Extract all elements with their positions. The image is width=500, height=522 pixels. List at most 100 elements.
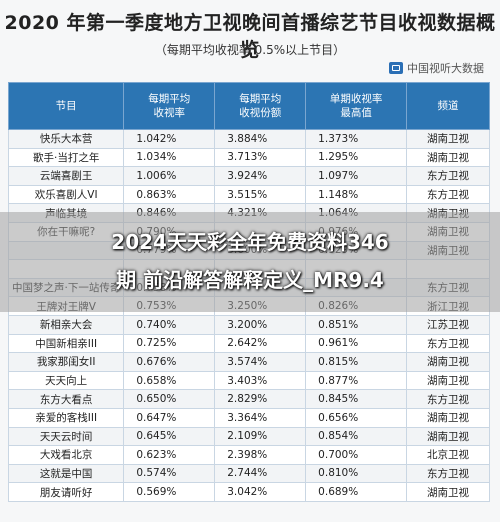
header-avg-share: 每期平均收视份额 (214, 82, 307, 130)
page-title: 2020 年第一季度地方卫视晚间首播综艺节目收视数据概览 (4, 12, 496, 61)
cell-program: 东方大看点 (7, 389, 125, 409)
cell-program: 这就是中国 (7, 463, 125, 484)
table-row: 中国新相亲III 0.725% 2.642% 0.961% 东方卫视 (7, 333, 491, 354)
cell-avg-share: 2.642% (214, 333, 307, 354)
cell-avg-share: 3.574% (214, 352, 307, 372)
cell-max-rating: 1.295% (305, 147, 407, 168)
cell-max-rating: 0.656% (305, 407, 407, 428)
cell-program: 大戏看北京 (7, 445, 125, 465)
cell-channel: 东方卫视 (405, 184, 491, 205)
overlay-line-2: 期 前沿解答解释定义_MR9.4 (116, 268, 384, 292)
cell-avg-rating: 1.034% (123, 147, 216, 168)
cell-channel: 东方卫视 (405, 389, 491, 409)
cell-max-rating: 0.689% (305, 482, 407, 502)
cell-avg-share: 2.109% (214, 426, 307, 447)
cell-avg-rating: 0.676% (123, 352, 216, 372)
table-row: 歌手·当打之年 1.034% 3.713% 1.295% 湖南卫视 (7, 147, 491, 168)
cell-channel: 东方卫视 (405, 333, 491, 354)
cell-program: 歌手·当打之年 (7, 147, 125, 168)
page-subtitle: （每期平均收视率 0.5%以上节目） (154, 43, 346, 57)
cell-avg-share: 3.515% (214, 184, 307, 205)
cell-avg-share: 2.744% (214, 463, 307, 484)
cell-avg-rating: 0.647% (123, 407, 216, 428)
overlay-banner (0, 212, 500, 312)
header-channel: 频道 (405, 82, 491, 130)
cell-program: 朋友请听好 (7, 482, 125, 502)
table-row: 东方大看点 0.650% 2.829% 0.845% 东方卫视 (7, 389, 491, 409)
table-header-row: 节目 每期平均收视率 每期平均收视份额 单期收视率最高值 频道 (7, 82, 491, 130)
table-row: 这就是中国 0.574% 2.744% 0.810% 东方卫视 (7, 463, 491, 484)
cell-channel: 湖南卫视 (405, 147, 491, 168)
cell-max-rating: 0.845% (305, 389, 407, 409)
cell-max-rating: 1.097% (305, 166, 407, 186)
cell-avg-rating: 1.006% (123, 166, 216, 186)
table-row: 云端喜剧王 1.006% 3.924% 1.097% 东方卫视 (7, 166, 491, 186)
cell-avg-rating: 1.042% (123, 129, 216, 149)
cell-program: 中国新相亲III (7, 333, 125, 354)
cell-avg-rating: 0.863% (123, 184, 216, 205)
table-row: 大戏看北京 0.623% 2.398% 0.700% 北京卫视 (7, 445, 491, 465)
table-row: 天天云时间 0.645% 2.109% 0.854% 湖南卫视 (7, 426, 491, 447)
cell-max-rating: 1.148% (305, 184, 407, 205)
cell-avg-share: 3.713% (214, 147, 307, 168)
cell-max-rating: 0.877% (305, 370, 407, 391)
cell-program: 云端喜剧王 (7, 166, 125, 186)
table-row: 我家那闺女II 0.676% 3.574% 0.815% 湖南卫视 (7, 352, 491, 372)
cell-channel: 东方卫视 (405, 166, 491, 186)
cell-max-rating: 0.854% (305, 426, 407, 447)
cell-avg-rating: 0.574% (123, 463, 216, 484)
cell-max-rating: 0.700% (305, 445, 407, 465)
overlay-line-1: 2024天天彩全年免费资料346 (111, 230, 389, 254)
table-row: 天天向上 0.658% 3.403% 0.877% 湖南卫视 (7, 370, 491, 391)
cell-max-rating: 0.961% (305, 333, 407, 354)
cell-avg-share: 3.924% (214, 166, 307, 186)
cell-program: 新相亲大会 (7, 314, 125, 335)
cell-avg-share: 3.200% (214, 314, 307, 335)
cell-avg-share: 3.364% (214, 407, 307, 428)
cell-channel: 北京卫视 (405, 445, 491, 465)
table-row: 朋友请听好 0.569% 3.042% 0.689% 湖南卫视 (7, 482, 491, 502)
cell-avg-rating: 0.658% (123, 370, 216, 391)
cell-avg-rating: 0.569% (123, 482, 216, 502)
cell-avg-share: 3.042% (214, 482, 307, 502)
tv-logo-icon (389, 62, 403, 74)
cell-program: 快乐大本营 (7, 129, 125, 149)
cell-channel: 湖南卫视 (405, 370, 491, 391)
cell-program: 天天云时间 (7, 426, 125, 447)
cell-avg-share: 2.398% (214, 445, 307, 465)
header-avg-rating: 每期平均收视率 (123, 82, 216, 130)
table-row: 亲爱的客栈III 0.647% 3.364% 0.656% 湖南卫视 (7, 407, 491, 428)
cell-program: 欢乐喜剧人VI (7, 184, 125, 205)
cell-channel: 江苏卫视 (405, 314, 491, 335)
cell-channel: 湖南卫视 (405, 129, 491, 149)
cell-channel: 湖南卫视 (405, 482, 491, 502)
cell-program: 我家那闺女II (7, 352, 125, 372)
source-label: 中国视听大数据 (389, 60, 484, 76)
header-max-rating: 单期收视率最高值 (305, 82, 407, 130)
table-row: 欢乐喜剧人VI 0.863% 3.515% 1.148% 东方卫视 (7, 184, 491, 205)
cell-channel: 东方卫视 (405, 463, 491, 484)
cell-channel: 湖南卫视 (405, 352, 491, 372)
source-text: 中国视听大数据 (407, 62, 484, 75)
cell-program: 天天向上 (7, 370, 125, 391)
cell-avg-share: 3.884% (214, 129, 307, 149)
cell-avg-rating: 0.740% (123, 314, 216, 335)
cell-max-rating: 1.373% (305, 129, 407, 149)
cell-avg-rating: 0.645% (123, 426, 216, 447)
cell-max-rating: 0.851% (305, 314, 407, 335)
cell-avg-rating: 0.650% (123, 389, 216, 409)
cell-channel: 湖南卫视 (405, 407, 491, 428)
table-row: 新相亲大会 0.740% 3.200% 0.851% 江苏卫视 (7, 314, 491, 335)
cell-avg-rating: 0.623% (123, 445, 216, 465)
cell-max-rating: 0.810% (305, 463, 407, 484)
cell-avg-share: 2.829% (214, 389, 307, 409)
cell-channel: 湖南卫视 (405, 426, 491, 447)
cell-program: 亲爱的客栈III (7, 407, 125, 428)
cell-max-rating: 0.815% (305, 352, 407, 372)
table-row: 快乐大本营 1.042% 3.884% 1.373% 湖南卫视 (7, 129, 491, 149)
cell-avg-share: 3.403% (214, 370, 307, 391)
header-program: 节目 (7, 82, 125, 130)
cell-avg-rating: 0.725% (123, 333, 216, 354)
overlay-text: 2024天天彩全年免费资料346 期 前沿解答解释定义_MR9.4 (0, 223, 500, 299)
